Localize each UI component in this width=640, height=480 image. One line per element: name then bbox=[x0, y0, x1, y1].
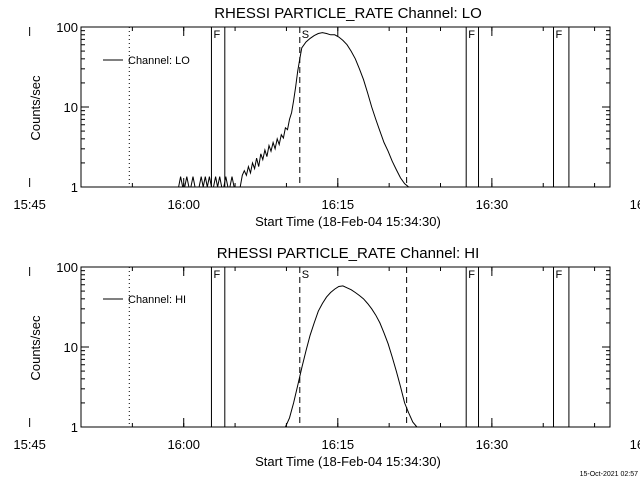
chart-hi-event-marker-label: S bbox=[302, 269, 309, 281]
chart-lo-x-tick-label: 15:45 bbox=[13, 197, 46, 212]
chart-lo-y-axis-label: Counts/sec bbox=[28, 75, 43, 141]
chart-lo-x-tick-label: 16:30 bbox=[476, 197, 509, 212]
chart-hi-x-tick-label: 16:30 bbox=[476, 437, 509, 452]
chart-lo-y-tick-label: 10 bbox=[64, 100, 78, 115]
chart-lo-legend-label: Channel: LO bbox=[128, 55, 190, 67]
chart-hi-event-marker-label: F bbox=[556, 269, 563, 281]
chart-hi-y-axis-label: Counts/sec bbox=[28, 315, 43, 381]
chart-hi-x-tick-label: 16:15 bbox=[322, 437, 355, 452]
chart-lo-y-tick-label: 100 bbox=[56, 20, 78, 35]
chart-lo-plot-frame bbox=[80, 26, 611, 188]
chart-hi-legend-label: Channel: HI bbox=[128, 294, 186, 306]
chart-lo-x-tick-label: 16:15 bbox=[322, 197, 355, 212]
chart-hi-event-marker-label: F bbox=[468, 269, 475, 281]
chart-hi-title: RHESSI PARTICLE_RATE Channel: HI bbox=[217, 245, 480, 262]
chart-hi-panel: RHESSI PARTICLE_RATE Channel: HI Counts/… bbox=[13, 245, 640, 469]
chart-lo-panel: RHESSI PARTICLE_RATE Channel: LO Counts/… bbox=[13, 5, 640, 229]
chart-hi-y-tick-label: 100 bbox=[56, 260, 78, 275]
chart-hi-y-tick-label: 10 bbox=[64, 340, 78, 355]
chart-hi-x-tick-label: 16:00 bbox=[167, 437, 200, 452]
chart-lo-x-tick-label: 16:00 bbox=[167, 197, 200, 212]
chart-lo-x-axis-label: Start Time (18-Feb-04 15:34:30) bbox=[255, 214, 441, 229]
chart-lo-y-tick-label: 1 bbox=[71, 180, 78, 195]
chart-lo-event-marker-label: F bbox=[556, 29, 563, 41]
footer-timestamp: 15-Oct-2021 02:57 bbox=[580, 471, 638, 478]
chart-hi-y-tick-label: 1 bbox=[71, 420, 78, 435]
chart-lo-x-tick-label: 16:45 bbox=[630, 197, 640, 212]
chart-hi-x-tick-label: 15:45 bbox=[13, 437, 46, 452]
chart-hi-x-tick-label: 16:45 bbox=[630, 437, 640, 452]
chart-hi-x-axis-label: Start Time (18-Feb-04 15:34:30) bbox=[255, 454, 441, 469]
chart-lo-event-marker-label: F bbox=[468, 29, 475, 41]
chart-lo-event-marker-label: F bbox=[213, 29, 220, 41]
chart-lo-event-marker-label: S bbox=[302, 29, 309, 41]
chart-hi-series-line bbox=[284, 285, 418, 428]
chart-hi-event-marker-label: F bbox=[213, 269, 220, 281]
chart-lo-series-line bbox=[178, 32, 456, 188]
chart-lo-title: RHESSI PARTICLE_RATE Channel: LO bbox=[214, 5, 482, 22]
chart-hi-plot-frame bbox=[80, 266, 611, 428]
